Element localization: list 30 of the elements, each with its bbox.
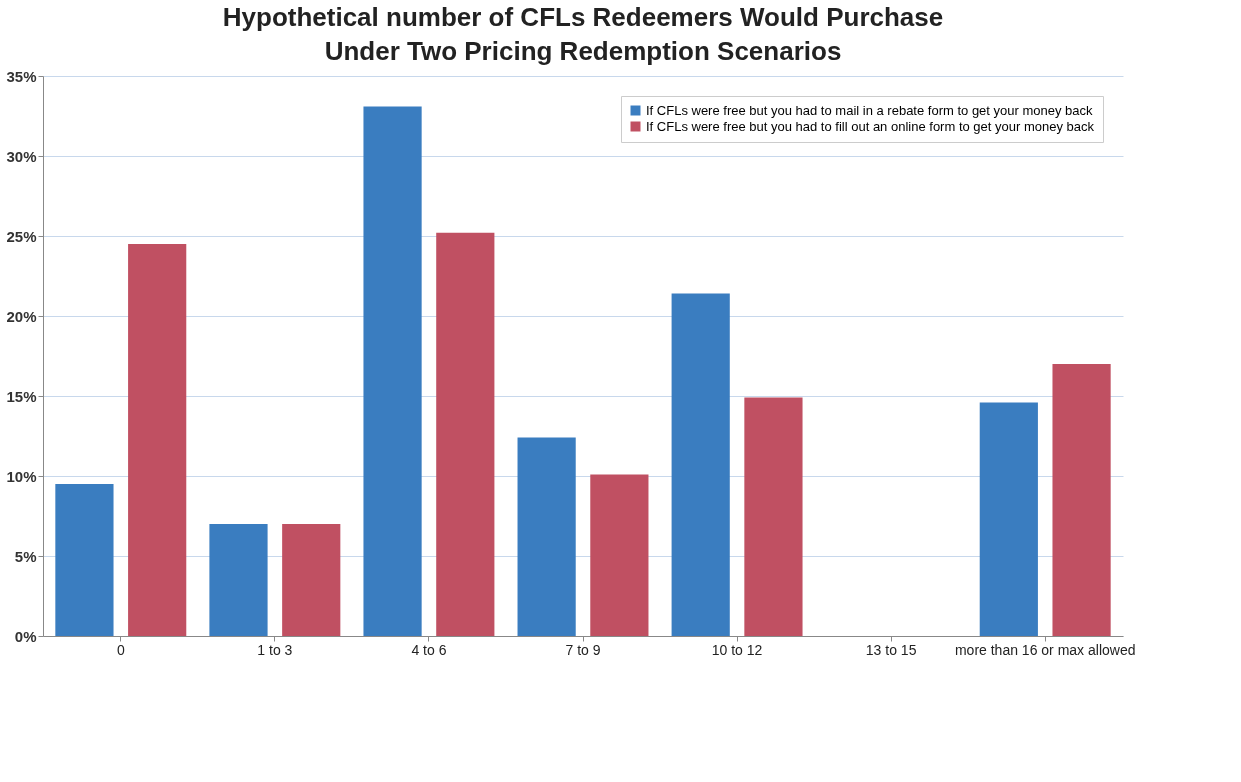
x-tick-label: 7 to 9 <box>565 641 601 658</box>
x-tick-label: 1 to 3 <box>257 641 293 658</box>
y-tick-label: 10% <box>6 467 37 485</box>
bar <box>128 244 187 636</box>
x-tick-label: more than 16 or max allowed <box>954 641 1136 658</box>
legend-label: If CFLs were free but you had to fill out an online form to get your money back <box>646 118 1095 134</box>
bar <box>282 524 341 636</box>
bar <box>1052 364 1111 636</box>
y-tick-label: 30% <box>6 147 37 165</box>
x-tick-label: 10 to 12 <box>711 641 763 658</box>
y-tick-label: 25% <box>6 227 37 245</box>
bar <box>671 293 730 636</box>
x-tick-label: 0 <box>116 641 125 658</box>
bar <box>744 397 803 636</box>
y-tick-label: 15% <box>6 387 37 405</box>
bar <box>363 106 422 636</box>
y-tick-label: 5% <box>14 547 37 565</box>
bar <box>517 437 576 636</box>
bar <box>979 402 1038 636</box>
y-tick-label: 20% <box>6 307 37 325</box>
chart-title: Hypothetical number of CFLs Redeemers Would Purchase Under Two Pricing Redemption Scenarios <box>222 2 944 66</box>
bar <box>55 484 114 636</box>
y-tick-label: 0% <box>14 627 37 645</box>
x-tick-label: 4 to 6 <box>411 641 447 658</box>
bar <box>590 474 649 636</box>
bar <box>436 232 495 636</box>
y-tick-label: 35% <box>6 67 37 85</box>
bar <box>209 524 268 636</box>
legend-label: If CFLs were free but you had to mail in a rebate form to get your money back <box>646 102 1094 118</box>
x-tick-label: 13 to 15 <box>865 641 917 658</box>
